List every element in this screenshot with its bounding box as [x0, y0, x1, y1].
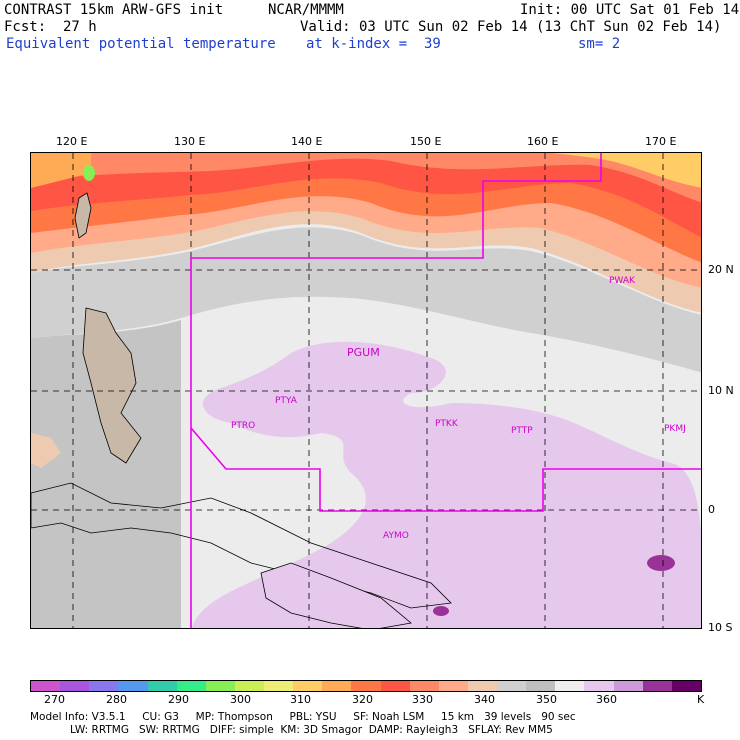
colorbar-swatch: [467, 681, 497, 691]
colorbar-label: 280: [106, 693, 127, 706]
model-title: CONTRAST 15km ARW-GFS init: [4, 2, 224, 18]
colorbar-label: 360: [596, 693, 617, 706]
colorbar-swatch: [409, 681, 439, 691]
colorbar-swatch: [642, 681, 672, 691]
colorbar-swatch: [438, 681, 468, 691]
lon-label-130: 130 E: [174, 135, 206, 148]
lon-label-140: 140 E: [291, 135, 323, 148]
station-pwak: PWAK: [609, 276, 636, 286]
forecast-hours: 27 h: [63, 19, 97, 35]
colorbar-swatch: [293, 681, 323, 691]
colorbar-label: 320: [352, 693, 373, 706]
colorbar-label: 340: [474, 693, 495, 706]
colorbar-label: 310: [290, 693, 311, 706]
colorbar-swatch: [584, 681, 614, 691]
colorbar-label: K: [697, 693, 705, 706]
lat-label-0: 0: [708, 503, 715, 516]
station-aymo: AYMO: [383, 531, 409, 541]
station-pttp: PTTP: [511, 426, 533, 436]
colorbar-swatch: [264, 681, 294, 691]
lon-label-120: 120 E: [56, 135, 88, 148]
colorbar-label: 350: [536, 693, 557, 706]
map-svg: PGUM PTYA PTRO PTKK PTTP PKMJ PWAK AYMO: [31, 153, 701, 628]
level-label: at k-index = 39: [306, 36, 441, 52]
smoothing-label: sm= 2: [578, 36, 621, 52]
lat-label-20n: 20 N: [708, 263, 734, 276]
colorbar-swatch: [234, 681, 264, 691]
colorbar-label: 330: [412, 693, 433, 706]
colorbar-swatch: [351, 681, 381, 691]
forecast-label: Fcst:: [4, 19, 47, 35]
station-ptkk: PTKK: [435, 419, 459, 429]
station-ptro: PTRO: [231, 421, 255, 431]
colorbar-swatch: [322, 681, 352, 691]
colorbar-swatch: [147, 681, 177, 691]
station-pkmj: PKMJ: [664, 424, 686, 434]
lat-label-10n: 10 N: [708, 384, 734, 397]
colorbar-label: 290: [168, 693, 189, 706]
lon-label-160: 160 E: [527, 135, 559, 148]
field-name: Equivalent potential temperature: [6, 36, 276, 52]
colorbar-swatch: [60, 681, 90, 691]
model-info-line1: Model Info: V3.5.1 CU: G3 MP: Thompson P…: [30, 711, 576, 723]
colorbar-swatch: [205, 681, 235, 691]
colorbar-swatch: [31, 681, 61, 691]
colorbar-swatch: [176, 681, 206, 691]
map-panel: PGUM PTYA PTRO PTKK PTTP PKMJ PWAK AYMO: [30, 152, 702, 629]
colorbar-label: 300: [230, 693, 251, 706]
init-time: Init: 00 UTC Sat 01 Feb 14: [520, 2, 740, 18]
colorbar-swatch: [89, 681, 119, 691]
org-label: NCAR/MMMM: [268, 2, 344, 18]
model-info-line2: LW: RRTMG SW: RRTMG DIFF: simple KM: 3D …: [70, 724, 553, 736]
lat-label-10s: 10 S: [708, 621, 733, 634]
colorbar-label: 270: [44, 693, 65, 706]
colorbar-swatch: [526, 681, 556, 691]
valid-time: Valid: 03 UTC Sun 02 Feb 14 (13 ChT Sun …: [300, 19, 722, 35]
colorbar-swatch: [118, 681, 148, 691]
station-pgum: PGUM: [347, 346, 380, 359]
colorbar-swatch: [380, 681, 410, 691]
station-ptya: PTYA: [275, 396, 298, 406]
colorbar-swatch: [555, 681, 585, 691]
lon-label-170: 170 E: [645, 135, 677, 148]
colorbar-swatch: [613, 681, 643, 691]
colorbar: [30, 680, 702, 692]
colorbar-swatch: [671, 681, 701, 691]
lon-label-150: 150 E: [410, 135, 442, 148]
colorbar-swatch: [497, 681, 527, 691]
